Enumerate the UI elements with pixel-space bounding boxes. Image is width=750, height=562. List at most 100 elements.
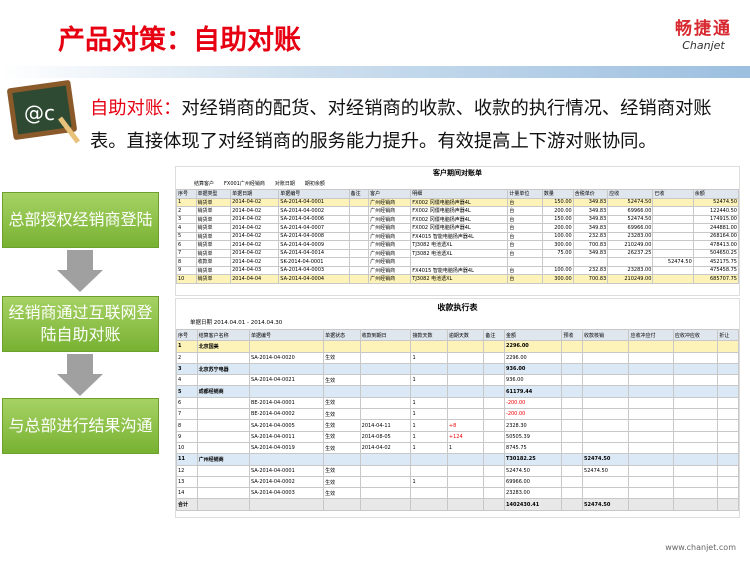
column-header: 应收冲应付 (628, 328, 674, 342)
cell (628, 374, 674, 387)
cell: 11 (176, 453, 198, 466)
cell (582, 385, 630, 398)
cell (628, 475, 674, 489)
cell: 700.83 (572, 274, 609, 284)
cell: SA-2014-04-0001 (248, 464, 325, 477)
cell (323, 385, 361, 398)
cell (483, 453, 506, 466)
cell: 生效 (323, 408, 361, 421)
cell: FX4015 智能电脑扬声器4L (410, 265, 509, 275)
cell (483, 464, 506, 477)
cell: 8 (176, 257, 197, 267)
cell (359, 396, 412, 410)
table-row: 14 SA-2014-04-0003 生效 23283.00 (176, 487, 739, 500)
flow-step: 总部授权经销商登陆 (2, 192, 159, 248)
cell: 1 (410, 419, 448, 432)
cell: 52474.50 (692, 197, 740, 207)
cell: 广州经销商 (368, 248, 412, 258)
cell (483, 351, 506, 364)
cell: 台 (507, 248, 543, 258)
cell (410, 453, 448, 466)
slide-title: 产品对策：自助对账 (58, 25, 301, 56)
cell (672, 351, 719, 364)
cell (483, 340, 506, 353)
cell: 52474.50 (607, 214, 654, 224)
cell: 200.00 (541, 223, 574, 233)
cell (323, 453, 361, 466)
cell (717, 374, 739, 387)
cell (196, 475, 250, 489)
cell: -200.00 (504, 396, 563, 410)
arrow (57, 354, 103, 396)
cell (607, 257, 654, 267)
cell (561, 441, 584, 455)
cell: 北京国美 (196, 340, 250, 353)
cell: 4 (176, 223, 197, 233)
cell (672, 498, 719, 511)
table-row: 4 SA-2014-04-0021 生效 1 936.00 (176, 374, 739, 387)
cell (717, 385, 739, 398)
cell (582, 430, 630, 443)
cell: 4 (176, 374, 198, 387)
cell (446, 351, 485, 364)
cell (248, 498, 325, 511)
cell (446, 396, 485, 410)
cell: 349.83 (572, 197, 609, 207)
cell (717, 351, 739, 364)
statement-title: 客户期间对账单 (433, 169, 482, 177)
cell: 生效 (323, 351, 361, 364)
cell: 生效 (323, 475, 361, 489)
cell (359, 498, 412, 511)
cell (483, 419, 506, 432)
cell: 2014-04-02 (230, 223, 280, 233)
cell: 台 (507, 206, 543, 216)
cell (628, 408, 674, 421)
cell (582, 487, 630, 500)
cell: 广州经销商 (368, 274, 412, 284)
column-header: 单据状态 (323, 328, 361, 342)
cell: 23283.00 (504, 487, 563, 500)
cell (561, 396, 584, 410)
column-header: 序号 (176, 328, 198, 342)
cell: 7 (176, 248, 197, 258)
cell (446, 498, 485, 511)
cell: 100.00 (541, 231, 574, 241)
cell: 2014-04-02 (359, 441, 412, 455)
cell: 2014-04-02 (230, 206, 280, 216)
cell (348, 265, 370, 275)
cell (483, 408, 506, 421)
table-row: 2 SA-2014-04-0020 生效 1 2296.00 (176, 351, 739, 364)
cell (628, 464, 674, 477)
cell (572, 257, 609, 267)
cell (359, 362, 412, 376)
table-row: 10 销货单 2014-04-04 SA-2014-04-0004 广州经销商 TJ308… (176, 274, 740, 284)
cell (717, 487, 739, 500)
cell (446, 408, 485, 421)
column-header: 计量单位 (507, 189, 543, 199)
cell: 61179.44 (504, 385, 563, 398)
cell: SA-2014-04-0014 (278, 248, 350, 258)
cell (410, 257, 509, 267)
cell (561, 362, 584, 376)
cell (410, 487, 448, 500)
cell: SA-2014-04-0005 (248, 419, 325, 432)
filter: 对账日期 (274, 181, 295, 187)
cell (628, 396, 674, 410)
cell (628, 430, 674, 443)
logo-en: Chanjet (682, 39, 725, 52)
table-row: 1 销货单 2014-04-02 SA-2014-04-0001 广州经销商 FX002 … (176, 197, 740, 207)
cell (582, 351, 630, 364)
cell: 9 (176, 430, 198, 443)
cell: 200.00 (541, 206, 574, 216)
cell: SA-2014-04-0003 (248, 487, 325, 500)
column-header: 明细 (410, 189, 509, 199)
cell (672, 430, 719, 443)
cell (446, 487, 485, 500)
column-header: 结算客户名称 (196, 328, 250, 342)
cell (717, 362, 739, 376)
table-row: 8 SA-2014-04-0005 生效 2014-04-11 1 +8 2328.30 (176, 419, 739, 432)
filter: 期初余额 (304, 181, 325, 187)
cell: 478413.00 (692, 240, 740, 250)
cell: 销货单 (195, 248, 232, 258)
cell: 生效 (323, 487, 361, 500)
